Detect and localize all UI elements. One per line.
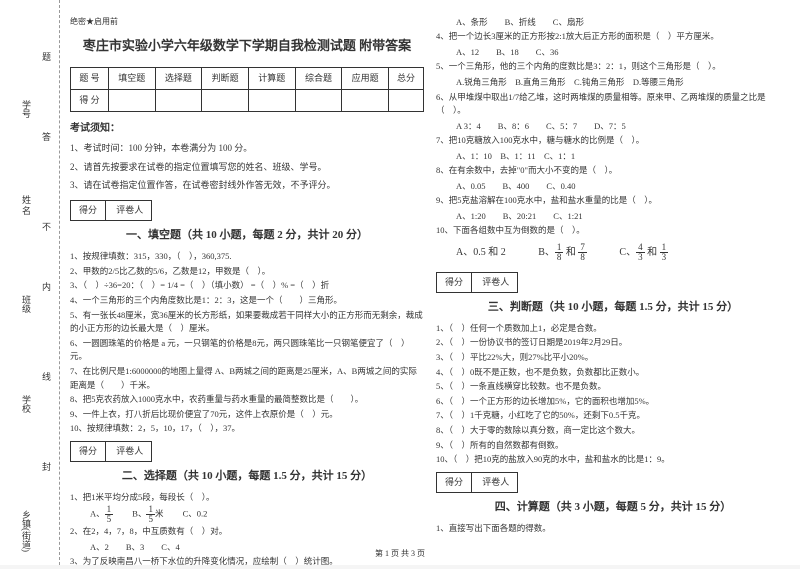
table-row: 题 号 填空题 选择题 判断题 计算题 综合题 应用题 总分 (71, 67, 424, 89)
fill-q: 6、一圆圆珠笔的价格是 a 元，一只钢笔的价格是8元，两只圆珠笔比一只钢笔便宜了… (70, 337, 424, 364)
choice-options: A 3：4 B、8：6 C、5：7 D、7：5 (436, 119, 790, 133)
choice-q: 6、从甲堆煤中取出1/7给乙堆，这时两堆煤的质量相等。原来甲、乙两堆煤的质量之比… (436, 91, 790, 118)
judge-q: 1、（ ）任何一个质数加上1，必定是合数。 (436, 322, 790, 336)
margin-class: 班级 (20, 295, 33, 313)
section-score-box: 得分 评卷人 (436, 472, 518, 493)
score-row-label: 得 分 (71, 89, 109, 111)
section-score-box: 得分 评卷人 (70, 441, 152, 462)
binding-margin: 乡镇(街道) 学校 班级 姓 名 学号 封 线 内 不 答 题 (0, 0, 60, 565)
score-label: 得分 (71, 201, 106, 220)
fill-q: 7、在比例尺是1:6000000的地图上量得 A、B两城之间的距离是25厘米，A… (70, 365, 424, 392)
fill-q: 1、按规律填数：315，330，（ ），360,375. (70, 250, 424, 264)
choice-options: A、15 B、15米 C、0.2 (70, 505, 424, 524)
choice-options: A、12 B、18 C、36 (436, 45, 790, 59)
judge-q: 8、（ ）大于零的数除以真分数，商一定比这个数大。 (436, 424, 790, 438)
fill-q: 9、一件上衣，打八折后比现价便宜了70元，这件上衣原价是（ ）元。 (70, 408, 424, 422)
content-area: 绝密★启用前 枣庄市实验小学六年级数学下学期自我检测试题 附带答案 题 号 填空… (60, 0, 800, 565)
section-2-title: 二、选择题（共 10 小题，每题 1.5 分，共计 15 分） (70, 467, 424, 486)
section-4-title: 四、计算题（共 3 小题，每题 5 分，共计 15 分） (436, 498, 790, 517)
section-1-title: 一、填空题（共 10 小题，每题 2 分，共计 20 分） (70, 226, 424, 245)
seal-char-1: 封 (42, 460, 51, 473)
fill-q: 4、一个三角形的三个内角度数比是1：2：3，这是一个（ ）三角形。 (70, 294, 424, 308)
judge-q: 3、（ ）平比22%大，则27%比平小20%。 (436, 351, 790, 365)
choice-q: 7、把10克糖放入100克水中，糖与糖水的比例是（ ）。 (436, 134, 790, 148)
choice-options: A、1:20 B、20:21 C、1:21 (436, 209, 790, 223)
judge-q: 2、（ ）一份协议书的签订日期是2019年2月29日。 (436, 336, 790, 350)
score-label: 得分 (71, 442, 106, 461)
judge-q: 5、（ ）一条直线横穿比较数。也不是负数。 (436, 380, 790, 394)
choice-q: 5、一个三角形，他的三个内角的度数比是3：2：1，则这个三角形是（ ）。 (436, 60, 790, 74)
score-header: 应用题 (342, 67, 389, 89)
table-row: 得 分 (71, 89, 424, 111)
judge-q: 6、（ ）一个正方形的边长增加5%，它的面积也增加5%。 (436, 395, 790, 409)
section-score-box: 得分 评卷人 (436, 272, 518, 293)
choice-options: A、0.05 B、400 C、0.40 (436, 179, 790, 193)
confidential-mark: 绝密★启用前 (70, 15, 424, 29)
margin-township: 乡镇(街道) (20, 510, 33, 552)
judge-q: 9、（ ）所有的自然数都有倒数。 (436, 439, 790, 453)
score-header: 题 号 (71, 67, 109, 89)
choice-options: A.锐角三角形 B.直角三角形 C.钝角三角形 D.等腰三角形 (436, 75, 790, 89)
choice-q: 10、下面各组数中互为倒数的是（ ）。 (436, 224, 790, 238)
right-column: A、条形 B、折线 C、扇形 4、把一个边长3厘米的正方形按2:1放大后正方形的… (436, 15, 790, 540)
seal-char-6: 题 (42, 50, 51, 63)
left-column: 绝密★启用前 枣庄市实验小学六年级数学下学期自我检测试题 附带答案 题 号 填空… (70, 15, 424, 540)
exam-title: 枣庄市实验小学六年级数学下学期自我检测试题 附带答案 (70, 35, 424, 57)
fill-q: 2、甲数的2/5比乙数的5/6，乙数是12，甲数是（ ）。 (70, 265, 424, 279)
judge-q: 4、（ ）0既不是正数，也不是负数，负数都比正数小。 (436, 366, 790, 380)
notice-title: 考试须知： (70, 120, 424, 137)
seal-char-2: 线 (42, 370, 51, 383)
margin-name: 姓 名 (20, 195, 33, 215)
score-header: 填空题 (108, 67, 155, 89)
grader-label: 评卷人 (474, 273, 517, 292)
page-footer: 第 1 页 共 3 页 (0, 548, 800, 559)
score-header: 总分 (388, 67, 423, 89)
fill-q: 8、把5克农药放入1000克水中，农药重量与药水重量的最简整数比是（ ）。 (70, 393, 424, 407)
notice-item: 2、请首先按要求在试卷的指定位置填写您的姓名、班级、学号。 (70, 160, 424, 175)
choice-q: 1、把1米平均分成5段，每段长（ ）。 (70, 491, 424, 505)
score-label: 得分 (437, 273, 472, 292)
seal-char-3: 内 (42, 280, 51, 293)
choice-q: 9、把5克盐溶解在100克水中，盐和盐水重量的比是（ ）。 (436, 194, 790, 208)
margin-id: 学号 (20, 100, 33, 118)
judge-q: 7、（ ）1千克糖，小红吃了它的50%，还剩下0.5千克。 (436, 409, 790, 423)
score-header: 选择题 (155, 67, 202, 89)
seal-char-5: 答 (42, 130, 51, 143)
fill-q: 3、（ ）÷36=20：（ ）= 1/4 =（ ）（填小数） =（ ）% =（ … (70, 279, 424, 293)
fill-q: 5、有一张长48厘米，宽36厘米的长方形纸，如果要裁成若干同样大小的正方形而无剩… (70, 309, 424, 336)
choice-options: A、条形 B、折线 C、扇形 (436, 15, 790, 29)
choice-q: 2、在2，4，7，8，中互质数有（ ）对。 (70, 525, 424, 539)
judge-q: 10、（ ）把10克的盐放入90克的水中，盐和盐水的比是1：9。 (436, 453, 790, 467)
grader-label: 评卷人 (108, 442, 151, 461)
seal-char-4: 不 (42, 220, 51, 233)
choice-q: 4、把一个边长3厘米的正方形按2:1放大后正方形的面积是（ ）平方厘米。 (436, 30, 790, 44)
section-score-box: 得分 评卷人 (70, 200, 152, 221)
grader-label: 评卷人 (108, 201, 151, 220)
choice-options: A、0.5 和 2 B、18 和 78 C、43 和 13 (436, 239, 790, 268)
notice-item: 3、请在试卷指定位置作答，在试卷密封线外作答无效，不予评分。 (70, 178, 424, 193)
grader-label: 评卷人 (474, 473, 517, 492)
notice-item: 1、考试时间：100 分钟，本卷满分为 100 分。 (70, 141, 424, 156)
score-header: 计算题 (248, 67, 295, 89)
calc-q: 1、直接写出下面各题的得数。 (436, 522, 790, 536)
choice-q: 8、在有余数中，去掉"0"而大小不变的是（ ）。 (436, 164, 790, 178)
exam-page: 乡镇(街道) 学校 班级 姓 名 学号 封 线 内 不 答 题 绝密★启用前 枣… (0, 0, 800, 565)
choice-options: A、1：10 B、1：11 C、1：1 (436, 149, 790, 163)
margin-school: 学校 (20, 395, 33, 413)
fill-q: 10、按规律填数：2，5，10，17，（ ），37。 (70, 422, 424, 436)
score-table: 题 号 填空题 选择题 判断题 计算题 综合题 应用题 总分 得 分 (70, 67, 424, 113)
section-3-title: 三、判断题（共 10 小题，每题 1.5 分，共计 15 分） (436, 298, 790, 317)
score-header: 综合题 (295, 67, 342, 89)
score-header: 判断题 (202, 67, 249, 89)
score-label: 得分 (437, 473, 472, 492)
